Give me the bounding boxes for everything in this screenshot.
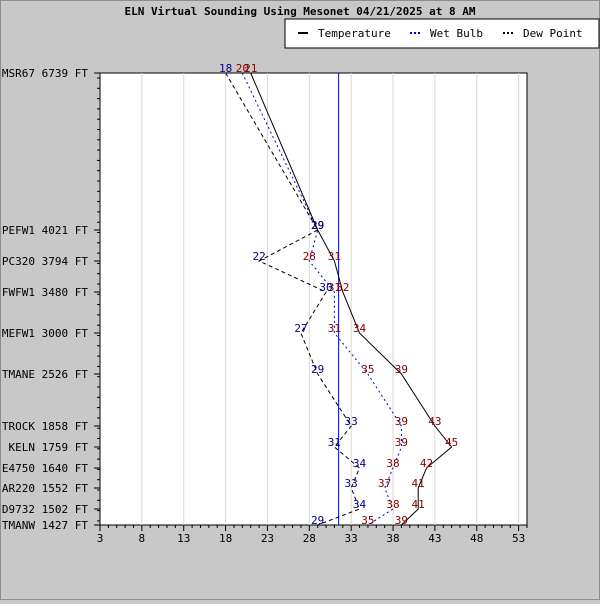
- data-label-temperature: 21: [244, 62, 257, 75]
- data-label-temperature: 32: [336, 281, 349, 294]
- y-level-label: AR220 1552 FT: [2, 482, 88, 495]
- data-label-temperature: 39: [395, 514, 408, 527]
- x-tick-label: 43: [428, 532, 441, 545]
- grid-lines: [141, 73, 520, 525]
- data-label-temperature: 41: [412, 498, 425, 511]
- data-label-dew-point: 29: [311, 363, 324, 376]
- data-label-temperature: 34: [353, 322, 367, 335]
- series-line-wet-bulb: [241, 72, 402, 526]
- data-label-wet-bulb: 39: [395, 436, 408, 449]
- x-tick-label: 18: [219, 532, 232, 545]
- data-label-dew-point: 27: [294, 322, 307, 335]
- y-level-label: FWFW1 3480 FT: [2, 286, 88, 299]
- legend-box: [284, 18, 600, 49]
- data-label-wet-bulb: 35: [361, 514, 374, 527]
- y-level-label: MEFW1 3000 FT: [2, 327, 88, 340]
- series-line-dew-point: [225, 72, 361, 526]
- data-label-wet-bulb: 39: [395, 415, 408, 428]
- data-label-dew-point: 33: [345, 477, 358, 490]
- x-tick-label: 48: [470, 532, 483, 545]
- x-tick-label: 53: [512, 532, 525, 545]
- y-axis: MSR67 6739 FT PEFW1 4021 FT PC320 3794 FT F…: [2, 67, 100, 532]
- data-label-wet-bulb: 29: [311, 219, 324, 232]
- data-label-dew-point: 34: [353, 457, 367, 470]
- x-tick-label: 28: [303, 532, 316, 545]
- data-label-dew-point: 29: [311, 514, 324, 527]
- plot-area: [99, 72, 528, 526]
- y-level-label: MSR67 6739 FT: [2, 67, 88, 80]
- legend: Temperature Wet Bulb Dew Point: [284, 18, 600, 49]
- data-label-temperature: 43: [428, 415, 441, 428]
- data-label-wet-bulb: 28: [303, 250, 316, 263]
- data-label-temperature: 41: [412, 477, 425, 490]
- x-tick-label: 13: [177, 532, 190, 545]
- x-tick-label: 8: [139, 532, 146, 545]
- chart-title: ELN Virtual Sounding Using Mesonet 04/21…: [125, 5, 476, 18]
- data-label-wet-bulb: 31: [328, 281, 341, 294]
- data-label-wet-bulb: 37: [378, 477, 391, 490]
- x-tick-label: 33: [345, 532, 358, 545]
- y-level-label: TMANE 2526 FT: [2, 368, 88, 381]
- y-level-label: D9732 1502 FT: [2, 503, 88, 516]
- data-label-dew-point: 22: [252, 250, 265, 263]
- data-label-wet-bulb: 20: [236, 62, 249, 75]
- x-tick-label: 38: [386, 532, 399, 545]
- y-level-label: TROCK 1858 FT: [2, 420, 88, 433]
- series-group: [225, 72, 453, 526]
- data-label-wet-bulb: 38: [386, 498, 399, 511]
- x-axis: 3 8 13 18 23 28 33 38 43 48 53: [97, 525, 528, 545]
- x-tick-label: 3: [97, 532, 104, 545]
- x-tick-label: 23: [261, 532, 274, 545]
- data-label-dew-point: 30: [319, 281, 332, 294]
- y-level-label: TMANW 1427 FT: [2, 519, 88, 532]
- data-label-temperature: 39: [395, 363, 408, 376]
- legend-label: Temperature: [318, 27, 391, 40]
- y-level-label: E4750 1640 FT: [2, 462, 88, 475]
- data-label-temperature: 45: [445, 436, 458, 449]
- data-label-temperature: 29: [311, 219, 324, 232]
- data-label-wet-bulb: 38: [386, 457, 399, 470]
- y-level-label: PC320 3794 FT: [2, 255, 88, 268]
- legend-label: Dew Point: [523, 27, 583, 40]
- data-label-dew-point: 33: [345, 415, 358, 428]
- y-level-label: KELN 1759 FT: [9, 441, 89, 454]
- data-label-temperature: 42: [420, 457, 433, 470]
- data-label-dew-point: 31: [328, 436, 341, 449]
- data-labels-group: 2129313234394345424141392029283131353939…: [219, 62, 458, 527]
- legend-label: Wet Bulb: [430, 27, 483, 40]
- y-level-label: PEFW1 4021 FT: [2, 224, 88, 237]
- data-label-wet-bulb: 31: [328, 322, 341, 335]
- data-label-wet-bulb: 35: [361, 363, 374, 376]
- series-line-temperature: [250, 72, 453, 526]
- data-label-dew-point: 29: [311, 219, 324, 232]
- data-label-temperature: 31: [328, 250, 341, 263]
- data-label-dew-point: 18: [219, 62, 232, 75]
- data-label-dew-point: 34: [353, 498, 367, 511]
